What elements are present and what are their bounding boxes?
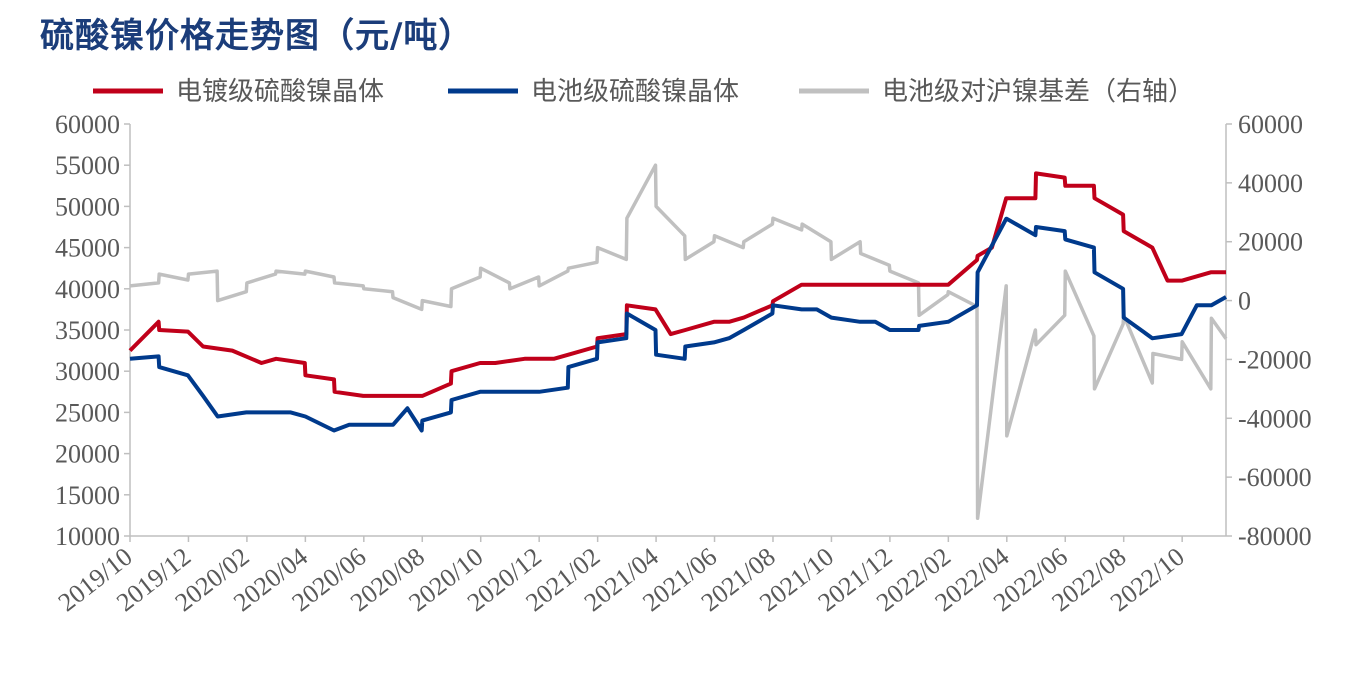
y-left-tick-label: 55000 (55, 151, 120, 180)
series-line-2 (129, 163, 1228, 521)
legend: 电镀级硫酸镍晶体 电池级硫酸镍晶体 电池级对沪镍基差（右轴） (93, 77, 1194, 107)
series-line-0 (128, 171, 1226, 398)
series-layer (128, 163, 1228, 521)
y-left-tick-label: 50000 (55, 192, 120, 221)
y-right-tick-label: 60000 (1238, 110, 1303, 139)
y-right-tick-label: -80000 (1238, 522, 1312, 551)
y-left-tick-label: 30000 (55, 357, 120, 386)
y-right-tick-label: 40000 (1238, 169, 1303, 198)
x-tick-labels: 2019/102019/122020/022020/042020/062020/… (53, 536, 1190, 617)
y-right-tick-labels: 60000 40000 20000 0 -20000 -40000 -60000 -80000 (1226, 110, 1312, 551)
y-right-tick-label: 0 (1238, 287, 1251, 316)
series-line-1 (129, 216, 1227, 433)
y-right-tick-label: 20000 (1238, 228, 1303, 257)
legend-label-2: 电池级对沪镍基差（右轴） (882, 77, 1194, 107)
y-left-tick-label: 20000 (55, 440, 120, 469)
y-left-tick-label: 45000 (55, 234, 120, 263)
y-left-tick-label: 60000 (55, 110, 120, 139)
legend-label-1: 电池级硫酸镍晶体 (531, 77, 739, 107)
y-left-tick-label: 35000 (55, 316, 120, 345)
y-right-tick-label: -60000 (1238, 463, 1312, 492)
y-right-tick-label: -20000 (1238, 345, 1312, 374)
y-left-tick-label: 10000 (55, 522, 120, 551)
y-left-tick-labels: 60000 55000 50000 45000 40000 35000 30000 25000… (55, 110, 130, 551)
y-left-tick-label: 25000 (55, 398, 120, 427)
y-left-tick-label: 40000 (55, 275, 120, 304)
y-left-tick-label: 15000 (55, 481, 120, 510)
chart-title: 硫酸镍价格走势图（元/吨） (40, 16, 474, 56)
y-right-tick-label: -40000 (1238, 404, 1312, 433)
legend-label-0: 电镀级硫酸镍晶体 (176, 77, 384, 107)
